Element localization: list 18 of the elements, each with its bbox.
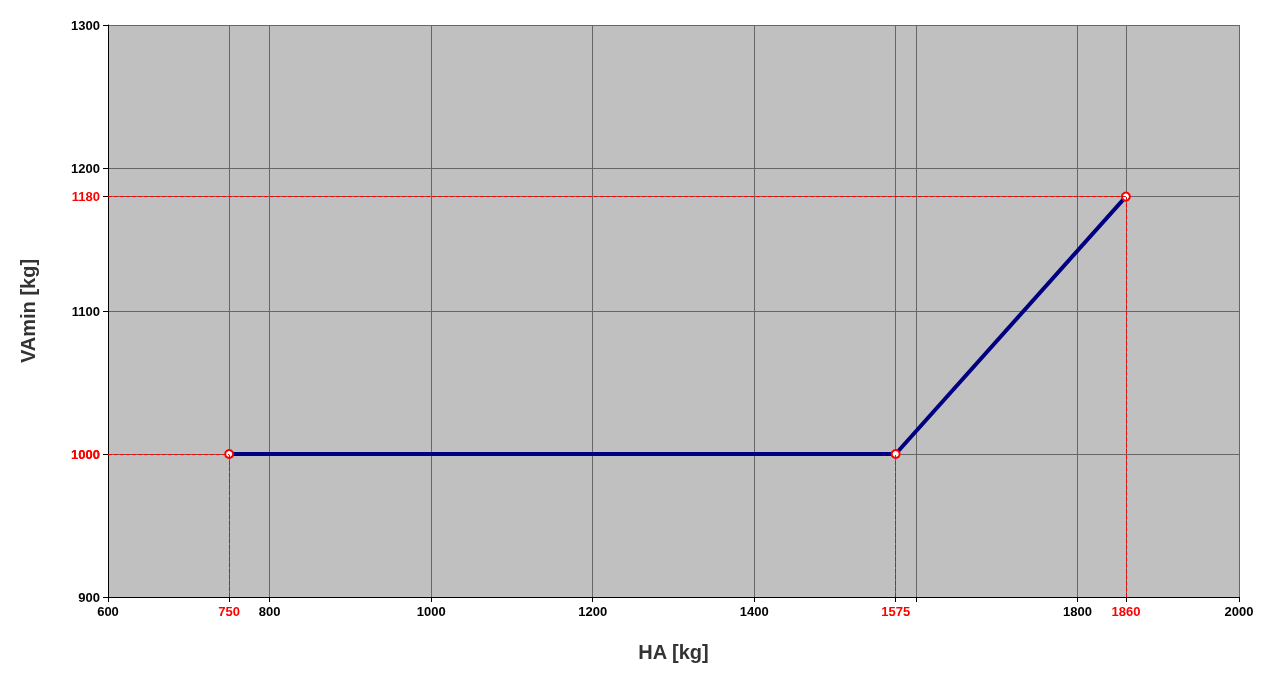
y-tick-label: 900	[78, 589, 100, 605]
x-tick-label: 600	[97, 604, 119, 619]
x-tick-label: 1000	[416, 604, 446, 619]
ref-line-label: 1180	[71, 189, 100, 205]
y-tick-label: 1100	[71, 303, 100, 319]
x-tick-label: 1400	[739, 604, 769, 619]
x-tick-label: 1800	[1062, 604, 1092, 619]
y-axis-title: VAmin [kg]	[17, 258, 39, 364]
y-tick-label: 1300	[71, 17, 100, 33]
x-tick-label: 2000	[1224, 604, 1254, 619]
ref-line-label: 1860	[1111, 604, 1141, 619]
ref-line-label: 1000	[71, 446, 100, 462]
ref-line-label: 750	[218, 604, 241, 619]
x-axis-title: HA [kg]	[638, 641, 709, 663]
x-tick-label: 800	[258, 604, 281, 619]
ref-line-label: 1575	[881, 604, 911, 619]
y-tick-label: 1200	[71, 160, 100, 176]
x-tick-label: 1200	[578, 604, 608, 619]
